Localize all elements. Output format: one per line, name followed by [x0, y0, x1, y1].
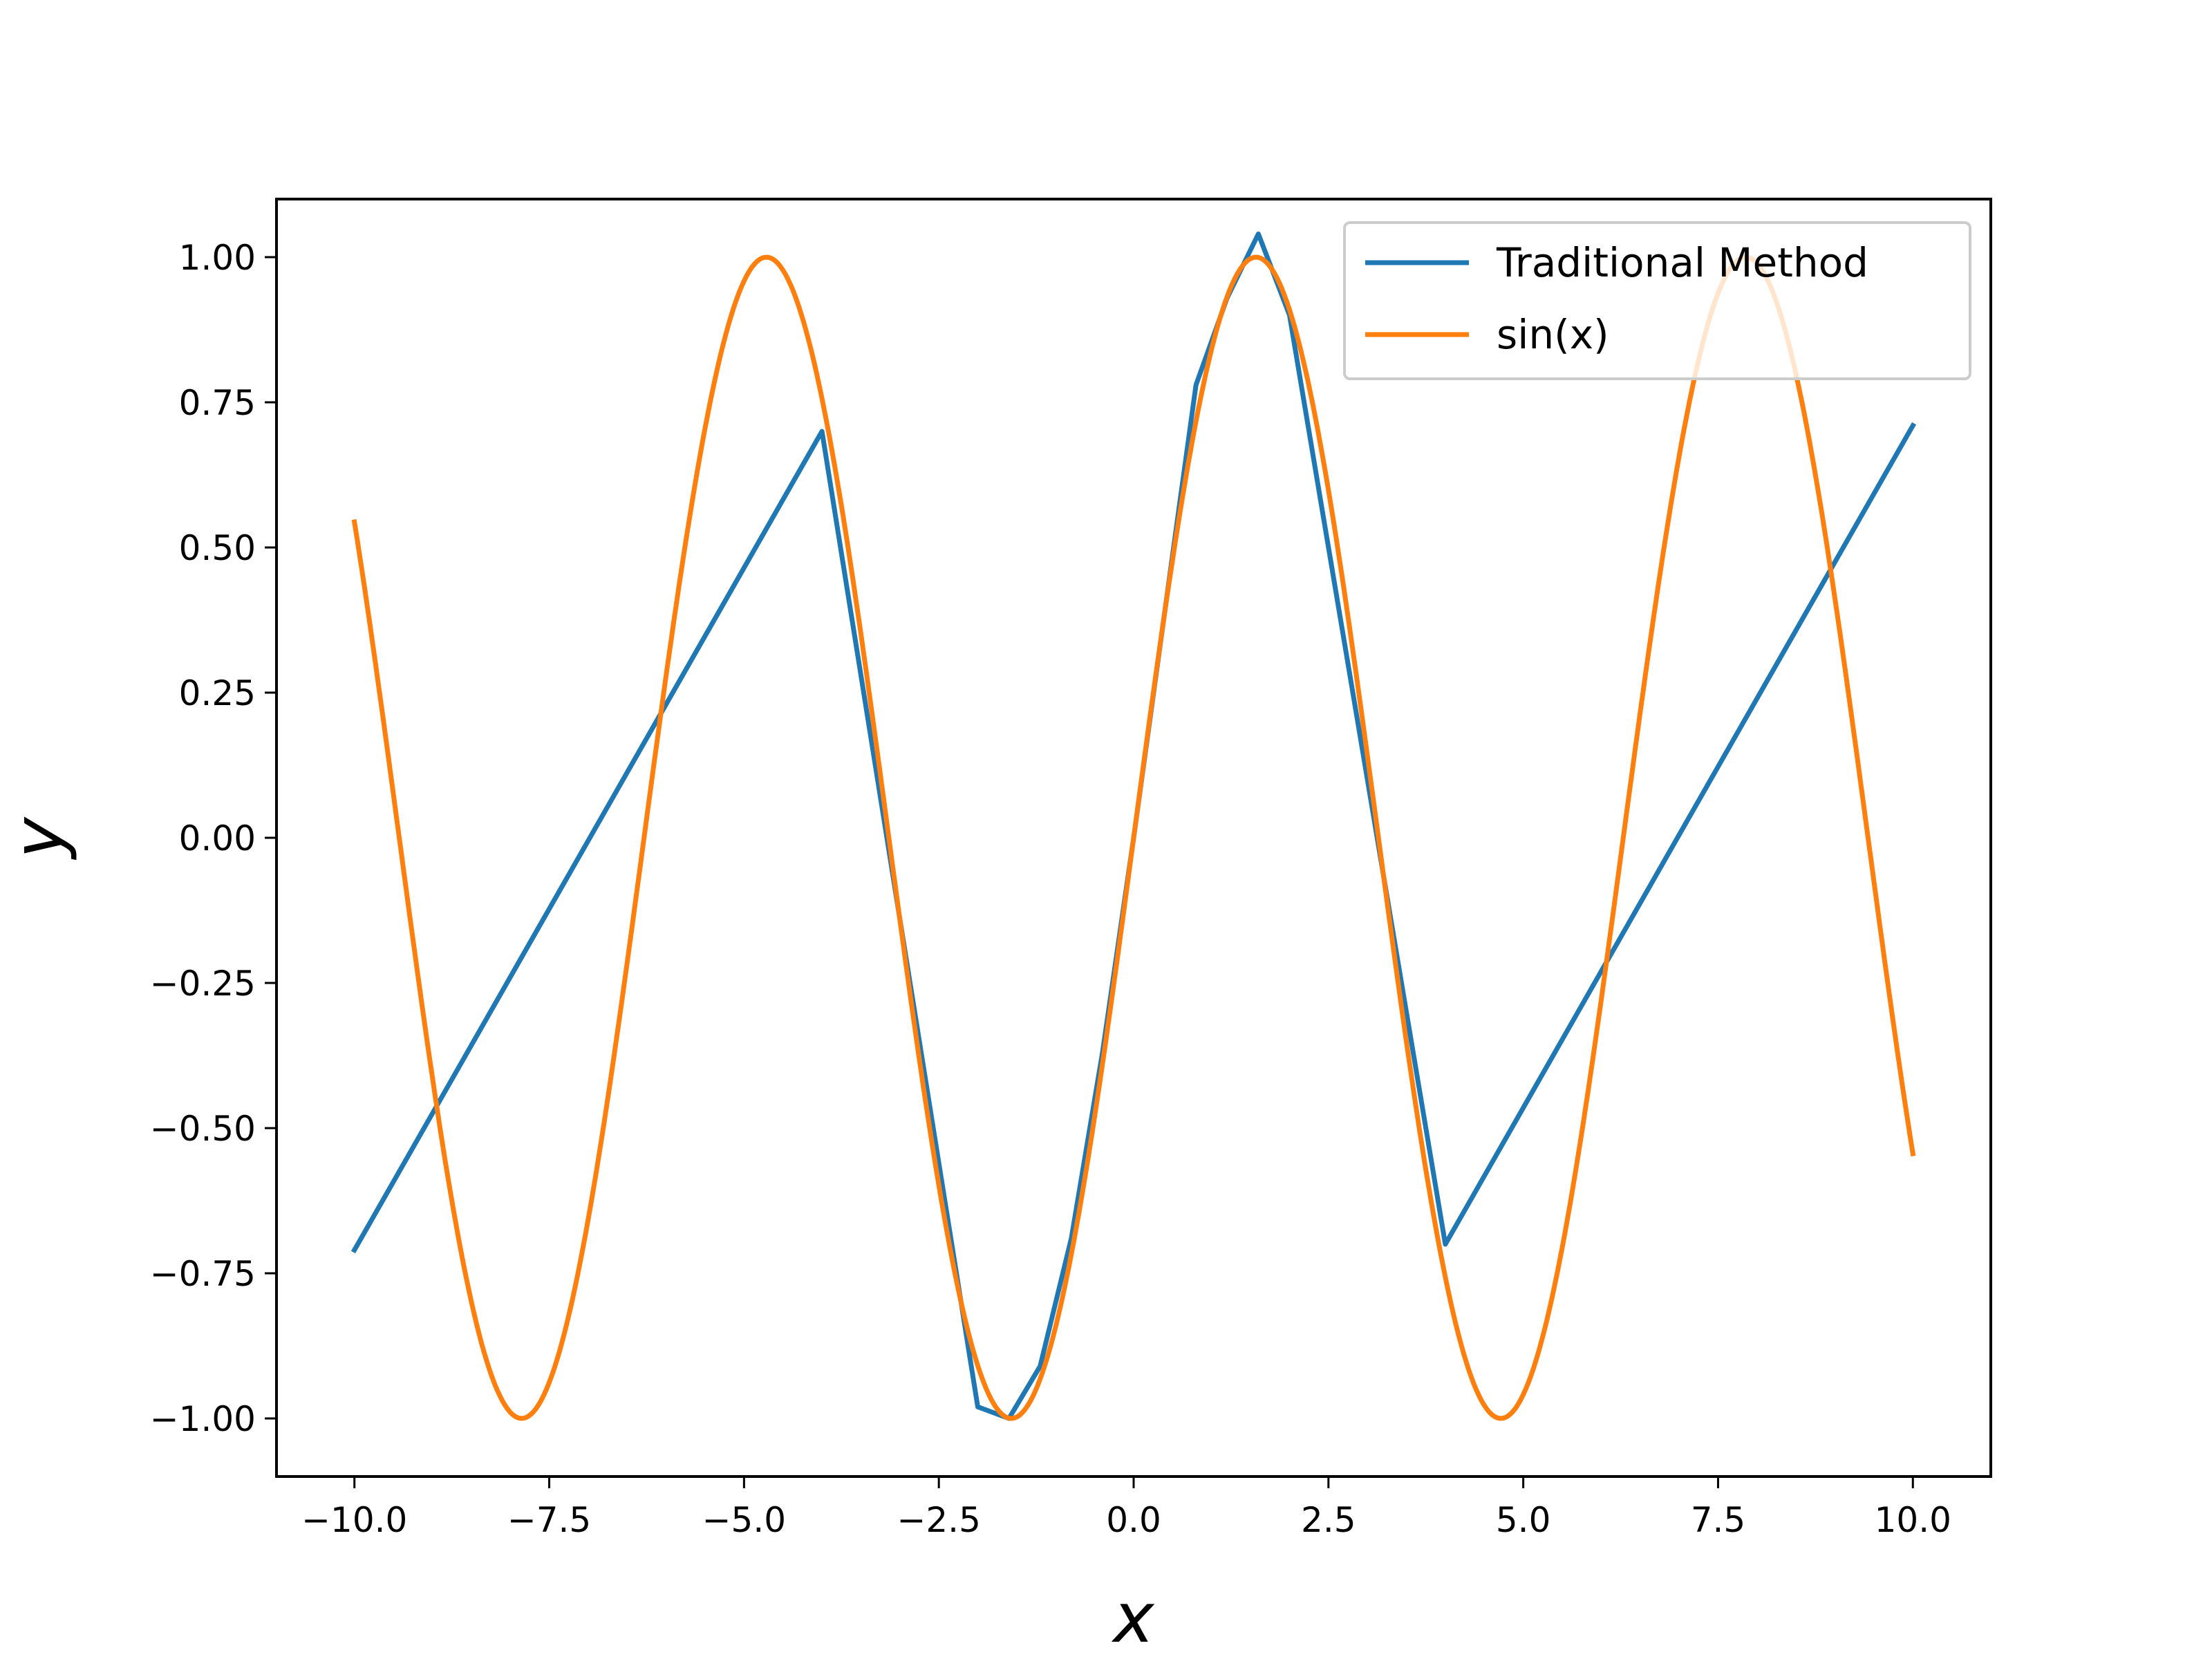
y-tick-label: 1.00: [179, 238, 256, 278]
y-tick-label: 0.25: [179, 673, 256, 713]
series-layer: [350, 231, 1917, 1421]
y-tick-label: 0.00: [179, 818, 256, 859]
x-axis-label: x: [1111, 1577, 1155, 1658]
x-tick-label: −2.5: [897, 1500, 980, 1540]
x-tick-label: −10.0: [301, 1500, 407, 1540]
y-tick-label: −0.25: [150, 964, 256, 1004]
y-tick-label: 0.50: [179, 528, 256, 568]
legend-label-sin-x: sin(x): [1497, 311, 1609, 358]
x-tick-label: −7.5: [507, 1500, 591, 1540]
x-tick-label: −5.0: [702, 1500, 786, 1540]
y-tick-label: −0.75: [150, 1254, 256, 1294]
y-tick-label: −0.50: [150, 1109, 256, 1149]
legend-label-traditional-method: Traditional Method: [1496, 239, 1868, 286]
x-tick-label: 7.5: [1691, 1500, 1746, 1540]
x-tick-label: 0.0: [1106, 1500, 1161, 1540]
y-axis-label: y: [0, 816, 79, 861]
y-axis: 1.00 0.75 0.50 0.25 0.00 −0.25 −0.50 −0.75 −1.00: [150, 238, 276, 1439]
legend-box: [1343, 221, 1971, 380]
x-tick-label: 10.0: [1875, 1500, 1951, 1540]
y-tick-label: 0.75: [179, 383, 256, 423]
x-tick-label: 2.5: [1301, 1500, 1356, 1540]
x-tick-label: 5.0: [1496, 1500, 1551, 1540]
series-line-sin-x: [351, 254, 1916, 1421]
y-tick-label: −1.00: [150, 1399, 256, 1439]
legend: Traditional Method sin(x): [1343, 221, 1971, 380]
x-axis: −10.0 −7.5 −5.0 −2.5 0.0 2.5 5.0 7.5 10.0: [301, 1477, 1951, 1540]
